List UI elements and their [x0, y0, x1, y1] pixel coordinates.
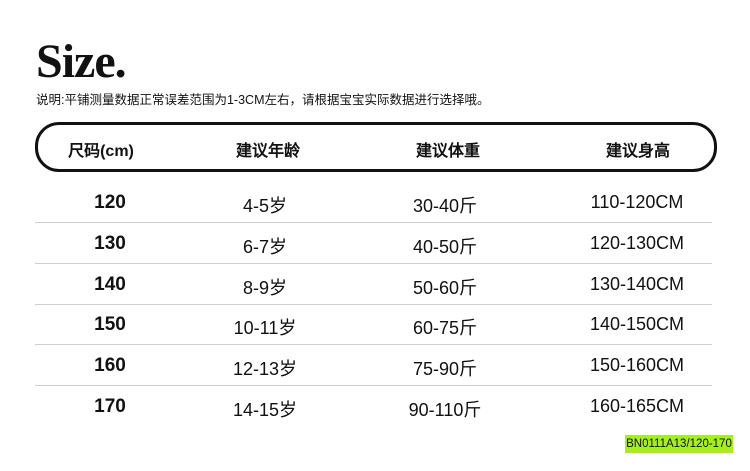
table-header: 尺码(cm) 建议年龄 建议体重 建议身高: [35, 122, 717, 172]
cell-size: 130: [94, 232, 126, 254]
cell-size: 120: [94, 192, 126, 213]
cell-size: 160: [94, 355, 126, 377]
cell-age: 10-11岁: [233, 318, 297, 339]
table-row: 170 14-15岁 90-110斤 160-165CM: [35, 386, 712, 426]
row-divider: [35, 344, 712, 346]
cell-height: 120-130CM: [589, 232, 685, 253]
row-divider: [35, 385, 712, 387]
table-row: 130 6-7岁 40-50斤 120-130CM: [35, 223, 712, 264]
cell-age: 12-13岁: [232, 359, 298, 380]
table-row: 120 4-5岁 30-40斤 110-120CM: [35, 182, 712, 223]
header-weight: 建议体重: [415, 143, 481, 160]
page-title: Size.: [36, 35, 127, 88]
cell-size: 170: [94, 396, 126, 417]
cell-height: 140-150CM: [589, 314, 685, 335]
row-divider: [35, 262, 712, 264]
cell-height: 160-165CM: [589, 396, 685, 416]
header-size: 尺码(cm): [68, 143, 134, 160]
cell-age: 6-7岁: [242, 236, 288, 257]
cell-weight: 60-75斤: [412, 318, 478, 339]
cell-weight: 40-50斤: [412, 236, 478, 257]
cell-age: 8-9岁: [242, 277, 288, 298]
table-row: 140 8-9岁 50-60斤 130-140CM: [35, 264, 712, 305]
cell-weight: 75-90斤: [412, 359, 478, 380]
cell-height: 110-120CM: [590, 192, 684, 212]
cell-size: 150: [94, 314, 126, 336]
table-row: 150 10-11岁 60-75斤 140-150CM: [35, 304, 712, 346]
cell-weight: 30-40斤: [412, 196, 478, 216]
cell-size: 140: [94, 273, 126, 295]
product-code-badge: BN0111A13/120-170: [625, 435, 733, 453]
header-age: 建议年龄: [235, 143, 301, 160]
cell-age: 14-15岁: [232, 400, 298, 420]
cell-age: 4-5岁: [242, 196, 288, 216]
header-height: 建议身高: [605, 143, 671, 160]
cell-height: 130-140CM: [589, 273, 685, 294]
table-row: 160 12-13岁 75-90斤 150-160CM: [35, 345, 712, 387]
cell-weight: 50-60斤: [412, 277, 478, 298]
cell-weight: 90-110斤: [408, 400, 482, 420]
measurement-note: 说明:平铺测量数据正常误差范围为1-3CM左右，请根据宝宝实际数据进行选择哦。: [36, 93, 490, 107]
cell-height: 150-160CM: [589, 355, 685, 376]
row-divider: [35, 303, 712, 305]
row-divider: [35, 222, 712, 223]
